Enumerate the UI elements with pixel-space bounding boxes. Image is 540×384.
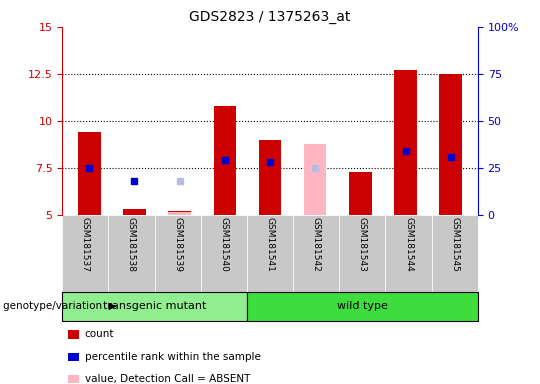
Bar <box>78 132 100 215</box>
Text: GSM181538: GSM181538 <box>127 217 136 272</box>
Text: GSM181543: GSM181543 <box>358 217 367 272</box>
Bar <box>259 140 281 215</box>
Bar <box>349 172 372 215</box>
Bar <box>123 209 146 215</box>
Bar <box>304 144 327 215</box>
Bar <box>168 212 191 215</box>
Text: GSM181544: GSM181544 <box>404 217 413 272</box>
Text: transgenic mutant: transgenic mutant <box>103 301 206 311</box>
Bar <box>394 70 417 215</box>
Bar <box>213 106 236 215</box>
Text: GSM181539: GSM181539 <box>173 217 182 272</box>
Text: GSM181545: GSM181545 <box>450 217 460 272</box>
Title: GDS2823 / 1375263_at: GDS2823 / 1375263_at <box>190 10 350 25</box>
Text: count: count <box>85 329 114 339</box>
Text: percentile rank within the sample: percentile rank within the sample <box>85 352 261 362</box>
Text: GSM181541: GSM181541 <box>266 217 274 272</box>
Text: GSM181542: GSM181542 <box>312 217 321 272</box>
Text: GSM181540: GSM181540 <box>219 217 228 272</box>
Text: value, Detection Call = ABSENT: value, Detection Call = ABSENT <box>85 374 250 384</box>
Text: GSM181537: GSM181537 <box>80 217 90 272</box>
Text: wild type: wild type <box>337 301 388 311</box>
Text: genotype/variation  ▶: genotype/variation ▶ <box>3 301 116 311</box>
Bar <box>168 211 191 215</box>
Bar <box>440 74 462 215</box>
